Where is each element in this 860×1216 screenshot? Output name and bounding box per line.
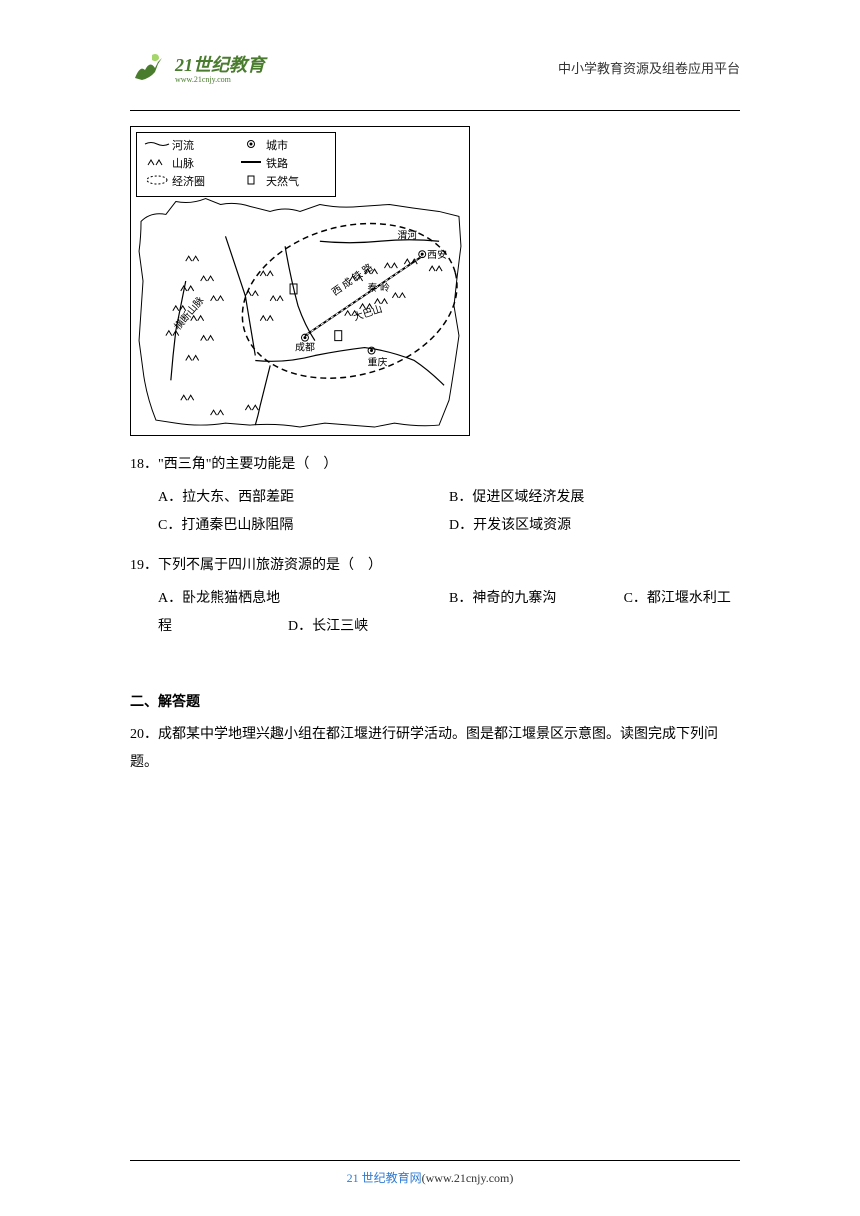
logo-icon [130, 50, 170, 85]
gas-symbol [236, 174, 266, 189]
legend-item-mountain: 山脉 [142, 155, 236, 171]
railway-symbol [236, 157, 266, 170]
q19-options-row1: A．卧龙熊猫栖息地 B．神奇的九寨沟 C．都江堰水利工 [130, 585, 740, 613]
logo-main-text: 21世纪教育 [175, 55, 265, 75]
page-header: 21世纪教育 www.21cnjy.com 中小学教育资源及组卷应用平台 [130, 50, 740, 85]
economic-symbol [142, 174, 172, 189]
legend-item-railway: 铁路 [236, 155, 330, 171]
river-symbol [142, 139, 172, 152]
logo-sub-text: www.21cnjy.com [175, 75, 265, 84]
legend-item-gas: 天然气 [236, 173, 330, 189]
section-2-title: 二、解答题 [130, 691, 740, 711]
logo-text: 21世纪教育 www.21cnjy.com [175, 51, 265, 84]
question-19: 19．下列不属于四川旅游资源的是（ ） A．卧龙熊猫栖息地 B．神奇的九寨沟 C… [130, 552, 740, 641]
svg-text:西安: 西安 [427, 248, 447, 261]
q18-options-row2: C．打通秦巴山脉阻隔 D．开发该区域资源 [130, 512, 740, 540]
q19-stem: ．下列不属于四川旅游资源的是（ ） [144, 558, 382, 573]
q19-option-b: B．神奇的九寨沟 [449, 585, 624, 613]
svg-text:重庆: 重庆 [368, 355, 388, 368]
legend-item-city: 城市 [236, 137, 330, 153]
legend-economic-label: 经济圈 [172, 173, 205, 189]
q19-option-a: A．卧龙熊猫栖息地 [158, 585, 449, 613]
header-right-text: 中小学教育资源及组卷应用平台 [558, 58, 740, 77]
q19-option-c-cont: 程 [158, 613, 288, 641]
legend-row: 经济圈 天然气 [142, 172, 330, 190]
page-footer: 21 世纪教育网(www.21cnjy.com) [0, 1160, 860, 1186]
legend-city-label: 城市 [266, 137, 288, 153]
legend-row: 山脉 铁路 [142, 154, 330, 172]
svg-text:渭河: 渭河 [397, 229, 417, 241]
svg-text:横断山脉: 横断山脉 [171, 294, 207, 333]
legend-mountain-label: 山脉 [172, 155, 194, 171]
q20-stem: ．成都某中学地理兴趣小组在都江堰进行研学活动。图是都江堰景区示意图。读图完成下列… [130, 727, 718, 770]
legend-row: 河流 城市 [142, 136, 330, 154]
q18-number: 18 [130, 457, 144, 472]
map-legend: 河流 城市 山脉 铁路 [136, 132, 336, 197]
q18-option-c: C．打通秦巴山脉阻隔 [158, 512, 449, 540]
q18-stem: ．"西三角"的主要功能是（ ） [144, 457, 337, 472]
question-18-text: 18．"西三角"的主要功能是（ ） [130, 451, 740, 479]
footer-divider [130, 1160, 740, 1161]
footer-text2: (www.21cnjy.com) [422, 1171, 514, 1185]
q20-number: 20 [130, 727, 144, 742]
legend-river-label: 河流 [172, 137, 194, 153]
q19-number: 19 [130, 558, 144, 573]
q19-option-d: D．长江三峡 [288, 613, 368, 641]
svg-text:成都: 成都 [295, 342, 315, 354]
q19-option-c: C．都江堰水利工 [624, 585, 731, 613]
legend-item-river: 河流 [142, 137, 236, 153]
q18-option-a: A．拉大东、西部差距 [158, 484, 449, 512]
legend-gas-label: 天然气 [266, 173, 299, 189]
map-figure: 横断山脉 秦 岭 大巴山 西安 成都 重庆 渭河 西 成 铁 路 [130, 126, 470, 436]
footer-text1: 21 世纪教育网 [347, 1171, 422, 1185]
legend-railway-label: 铁路 [266, 155, 288, 171]
q18-option-d: D．开发该区域资源 [449, 512, 740, 540]
question-20: 20．成都某中学地理兴趣小组在都江堰进行研学活动。图是都江堰景区示意图。读图完成… [130, 721, 740, 777]
legend-item-economic: 经济圈 [142, 173, 236, 189]
question-19-text: 19．下列不属于四川旅游资源的是（ ） [130, 552, 740, 580]
q18-options-row1: A．拉大东、西部差距 B．促进区域经济发展 [130, 484, 740, 512]
svg-text:秦 岭: 秦 岭 [368, 281, 390, 294]
mountain-symbol [142, 157, 172, 170]
q18-option-b: B．促进区域经济发展 [449, 484, 740, 512]
svg-text:大巴山: 大巴山 [352, 302, 384, 324]
question-18: 18．"西三角"的主要功能是（ ） A．拉大东、西部差距 B．促进区域经济发展 … [130, 451, 740, 540]
header-divider [130, 110, 740, 111]
city-symbol [236, 139, 266, 152]
logo: 21世纪教育 www.21cnjy.com [130, 50, 265, 85]
q19-options-row2: 程 D．长江三峡 [130, 613, 740, 641]
